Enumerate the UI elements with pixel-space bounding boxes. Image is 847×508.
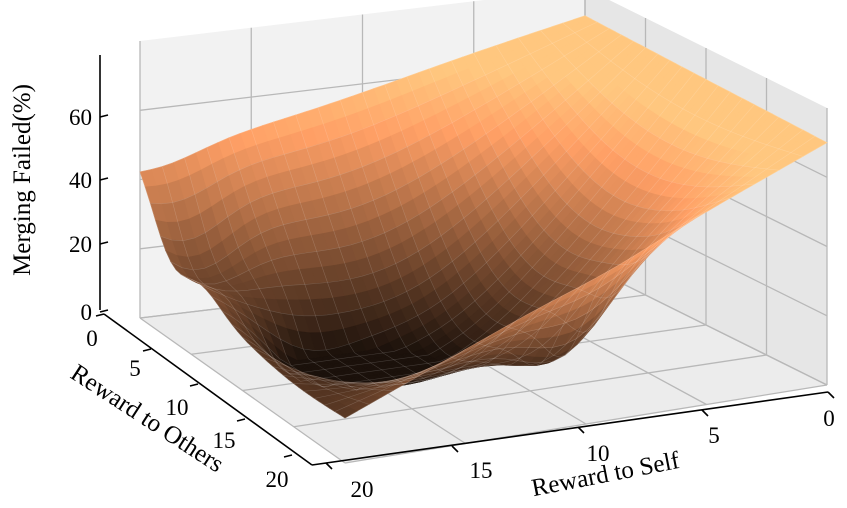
surface-mesh-line (232, 72, 695, 375)
surface-mesh-line (451, 60, 683, 266)
surface-mesh-line (317, 107, 539, 373)
z-axis-label: Merging Failed(%) (9, 84, 36, 276)
surface-mesh-line (180, 41, 634, 285)
surface-mesh-line (518, 37, 755, 188)
grid-line (344, 384, 828, 464)
x-tick (283, 454, 293, 458)
z-tick-label: 40 (69, 168, 92, 193)
x-tick (142, 348, 152, 352)
x-tick (236, 418, 246, 422)
x-axis-label: Reward to Others (66, 359, 229, 478)
surface-mesh-line (293, 110, 767, 385)
surface-mesh-line (406, 76, 635, 333)
surface-mesh-line (242, 79, 707, 382)
surface-mesh-line (251, 129, 466, 388)
surface-mesh-line (211, 60, 670, 351)
surface-mesh-line (139, 171, 346, 419)
x-axis-line (103, 313, 313, 466)
y-tick-label: 10 (587, 441, 610, 466)
x-tick-label: 20 (266, 467, 289, 492)
z-tick (99, 241, 109, 245)
surface-mesh-line (191, 47, 646, 292)
surface-mesh-line (340, 100, 563, 366)
y-axis-line (311, 391, 829, 466)
y-tick (827, 391, 835, 399)
surface-mesh-line (201, 53, 658, 317)
surface-mesh-line (540, 30, 779, 171)
surface-mesh-line (139, 15, 586, 173)
axes-lines (99, 55, 829, 466)
surface-mesh-line (362, 92, 587, 367)
surface-face (339, 408, 358, 419)
surface-mesh-line (303, 117, 779, 392)
surface-mesh-line (206, 147, 418, 388)
y-tick (701, 409, 709, 417)
y-tick (451, 445, 459, 453)
surface-mesh-line (562, 22, 803, 157)
surface-mesh-line (170, 34, 622, 271)
surface-mesh-line (295, 114, 514, 381)
surface-mesh-line (324, 129, 803, 406)
surface-mesh-line (150, 21, 598, 205)
surface-mesh-line (495, 45, 731, 212)
surface-mesh-line (334, 136, 816, 412)
surface-mesh-line (429, 68, 659, 299)
surface-mesh-line (273, 98, 743, 386)
x-tick (189, 383, 199, 387)
x-tick-label: 15 (213, 428, 236, 453)
surface-mesh-line (262, 91, 731, 391)
x-tick-label: 0 (86, 326, 98, 351)
x-tick-label: 10 (166, 395, 189, 420)
z-tick (99, 309, 109, 313)
surface-mesh-line (160, 28, 610, 242)
y-tick-label: 0 (823, 406, 835, 431)
surface-mesh (139, 15, 828, 419)
z-tick-label: 60 (69, 105, 92, 130)
surface-mesh-line (221, 66, 683, 366)
y-tick-label: 15 (470, 458, 493, 483)
surface-mesh-line (384, 84, 611, 358)
axes-ticks: 0 20 40 60 0 5 10 15 20 0 5 10 15 20 (69, 105, 835, 502)
z-tick (99, 177, 109, 181)
surface-mesh-line (228, 137, 442, 391)
grid-line (139, 317, 346, 464)
surface-mesh-line (162, 166, 370, 405)
y-tick-label: 20 (351, 477, 374, 502)
surface-mesh-line (283, 104, 755, 384)
surface-mesh-line (314, 123, 791, 399)
surface-mesh-line (584, 15, 828, 143)
x-tick (95, 313, 105, 317)
y-tick (577, 426, 585, 434)
surface-mesh-line (273, 121, 490, 385)
z-tick (99, 114, 109, 118)
y-tick-label: 5 (708, 423, 720, 448)
grid-line (293, 354, 767, 428)
surface-mesh-line (252, 85, 719, 388)
surface-mesh-line (473, 52, 707, 237)
surface-mesh-line (344, 142, 828, 419)
x-tick-label: 5 (129, 356, 141, 381)
surface-mesh-line (184, 157, 394, 391)
z-tick-label: 20 (69, 232, 92, 257)
y-tick (325, 462, 333, 470)
z-tick-label: 0 (81, 300, 93, 325)
